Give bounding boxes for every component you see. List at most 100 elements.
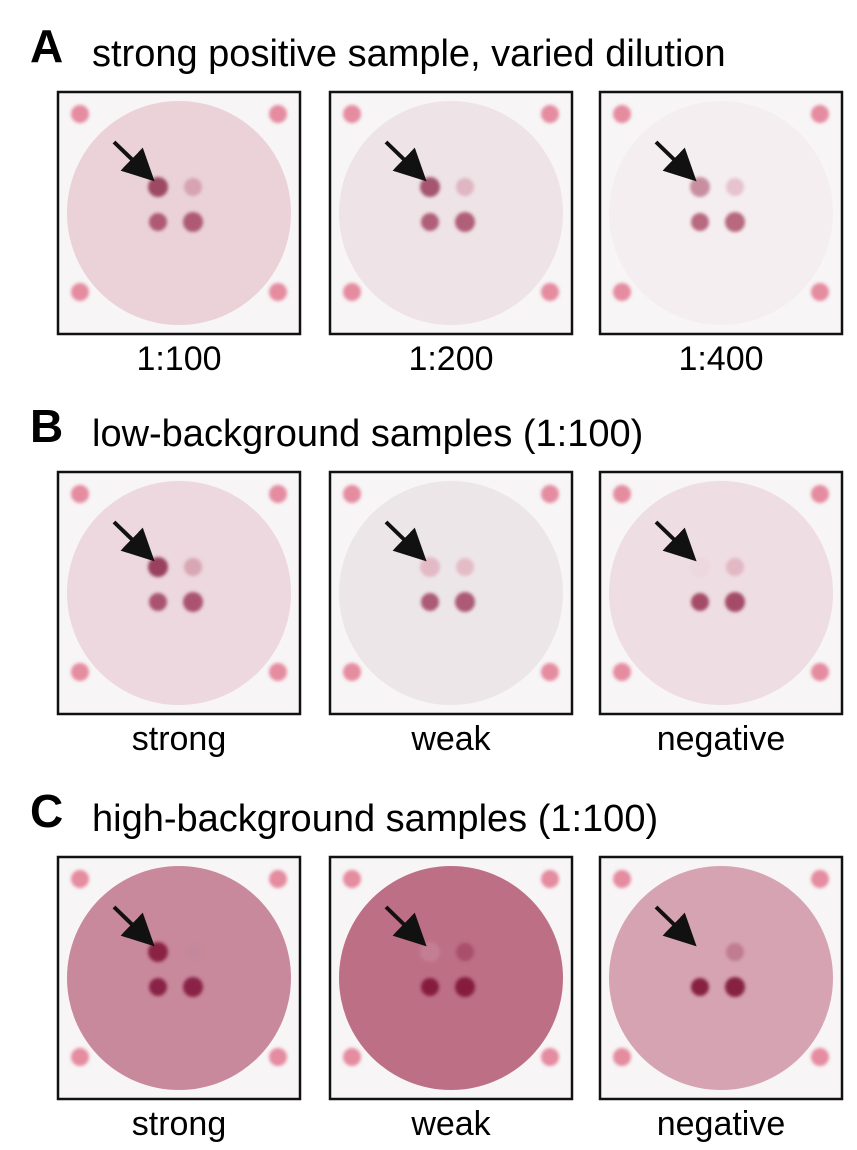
arrow (384, 140, 427, 182)
corner-dot (269, 1048, 287, 1066)
control-dot (183, 592, 203, 612)
panel-letter: C (30, 785, 63, 837)
arrow (654, 905, 697, 947)
control-dot (455, 977, 475, 997)
corner-dot (343, 283, 361, 301)
corner-dot (613, 663, 631, 681)
membrane-disc (609, 481, 833, 705)
image-border (328, 470, 574, 716)
corner-dot (541, 105, 559, 123)
membrane-image (56, 855, 302, 1101)
image-border (598, 855, 844, 1101)
image-caption: strong (132, 720, 227, 758)
test-dot (148, 557, 168, 577)
panel-title: high-background samples (1:100) (92, 798, 658, 840)
image-caption: weak (410, 1105, 491, 1143)
corner-dot (269, 485, 287, 503)
corner-dot (613, 105, 631, 123)
control-dot (149, 978, 167, 996)
test-dot (690, 942, 710, 962)
control-dot (184, 943, 202, 961)
corner-dot (541, 663, 559, 681)
image-caption: 1:200 (408, 340, 493, 378)
arrow (654, 520, 697, 562)
control-dot (149, 213, 167, 231)
corner-dot (811, 1048, 829, 1066)
corner-dot (269, 105, 287, 123)
test-dot (148, 942, 168, 962)
corner-dot (343, 485, 361, 503)
arrow (384, 520, 427, 562)
arrow (112, 905, 155, 947)
corner-dot (541, 485, 559, 503)
membrane-image (328, 470, 574, 716)
corner-dot (811, 663, 829, 681)
control-dot (149, 593, 167, 611)
corner-dot (71, 1048, 89, 1066)
image-border (598, 90, 844, 336)
membrane-image (56, 470, 302, 716)
control-dot (421, 213, 439, 231)
image-caption: 1:400 (678, 340, 763, 378)
control-dot (726, 558, 744, 576)
panel-title: strong positive sample, varied dilution (92, 33, 726, 75)
corner-dot (71, 485, 89, 503)
control-dot (455, 592, 475, 612)
control-dot (421, 593, 439, 611)
membrane-image (598, 470, 844, 716)
corner-dot (71, 105, 89, 123)
image-border (56, 470, 302, 716)
membrane-disc (339, 866, 563, 1090)
panel-letter: B (30, 400, 63, 452)
arrow (112, 140, 155, 182)
corner-dot (343, 870, 361, 888)
corner-dot (613, 870, 631, 888)
control-dot (184, 178, 202, 196)
membrane-disc (67, 481, 291, 705)
corner-dot (811, 870, 829, 888)
image-caption: weak (410, 720, 491, 758)
membrane-disc (67, 866, 291, 1090)
corner-dot (613, 283, 631, 301)
control-dot (726, 178, 744, 196)
corner-dot (541, 1048, 559, 1066)
arrow (384, 905, 427, 947)
corner-dot (613, 1048, 631, 1066)
test-dot (148, 177, 168, 197)
corner-dot (811, 485, 829, 503)
panel-title: low-background samples (1:100) (92, 413, 643, 455)
test-dot (420, 177, 440, 197)
image-caption: negative (657, 1105, 786, 1143)
corner-dot (343, 105, 361, 123)
corner-dot (811, 283, 829, 301)
corner-dot (269, 870, 287, 888)
arrow (654, 140, 697, 182)
test-dot (420, 557, 440, 577)
corner-dot (269, 283, 287, 301)
membrane-disc (339, 481, 563, 705)
image-border (328, 90, 574, 336)
control-dot (456, 558, 474, 576)
test-dot (690, 177, 710, 197)
membrane-disc (67, 101, 291, 325)
membrane-disc (609, 101, 833, 325)
corner-dot (541, 283, 559, 301)
image-caption: strong (132, 1105, 227, 1143)
control-dot (691, 978, 709, 996)
control-dot (183, 977, 203, 997)
membrane-image (598, 90, 844, 336)
test-dot (690, 557, 710, 577)
control-dot (726, 943, 744, 961)
corner-dot (613, 485, 631, 503)
control-dot (456, 943, 474, 961)
test-dot (420, 942, 440, 962)
control-dot (691, 213, 709, 231)
corner-dot (71, 663, 89, 681)
panel-letter: A (30, 20, 63, 72)
membrane-disc (339, 101, 563, 325)
control-dot (183, 212, 203, 232)
corner-dot (343, 1048, 361, 1066)
image-caption: 1:100 (136, 340, 221, 378)
arrow (112, 520, 155, 562)
